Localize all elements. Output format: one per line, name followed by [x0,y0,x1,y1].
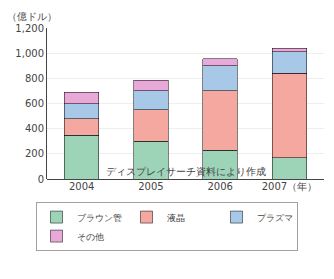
svg-text:1,000: 1,000 [15,48,44,59]
svg-text:0: 0 [38,174,44,185]
svg-text:その他: その他 [77,232,104,242]
svg-text:400: 400 [25,123,44,134]
svg-text:1,200: 1,200 [15,23,44,34]
svg-text:800: 800 [25,73,44,84]
svg-text:600: 600 [25,98,44,109]
svg-text:2004: 2004 [69,181,94,192]
svg-text:（億ドル）: （億ドル） [7,11,57,22]
svg-text:200: 200 [25,148,44,159]
svg-text:2007（年）: 2007（年） [262,181,317,192]
svg-text:2006: 2006 [207,181,232,192]
svg-text:ディスプレイサーチ資料により作成: ディスプレイサーチ資料により作成 [106,166,266,177]
svg-text:ブラウン管: ブラウン管 [77,213,122,223]
svg-text:液晶: 液晶 [167,213,185,223]
svg-text:2005: 2005 [138,181,163,192]
svg-text:プラズマ: プラズマ [257,213,293,223]
